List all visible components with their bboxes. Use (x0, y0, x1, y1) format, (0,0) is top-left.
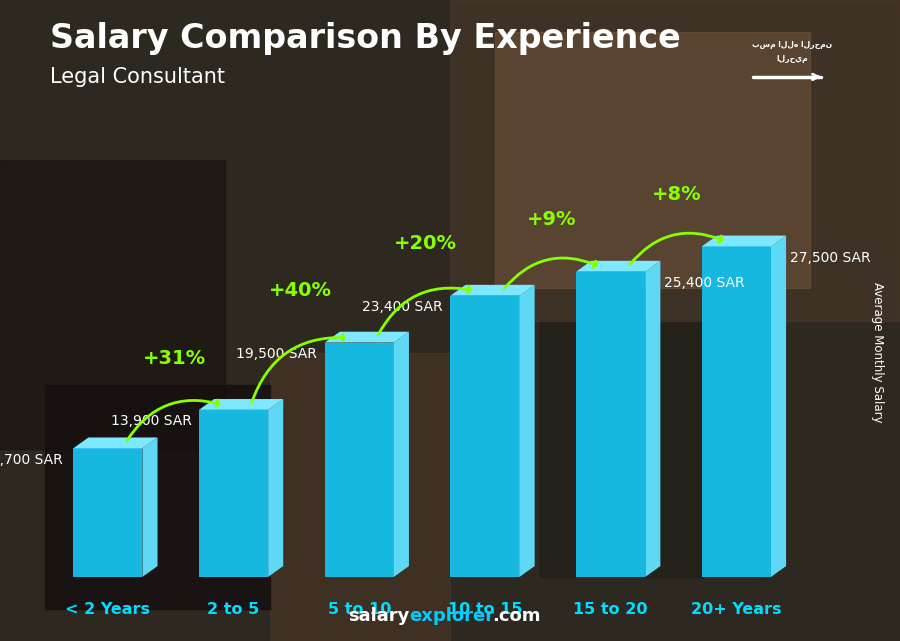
Bar (0, 160, 225, 449)
Text: 20+ Years: 20+ Years (691, 602, 782, 617)
Polygon shape (702, 235, 786, 246)
Text: +8%: +8% (652, 185, 702, 204)
Text: 10,700 SAR: 10,700 SAR (0, 453, 63, 467)
Polygon shape (450, 296, 519, 577)
Bar (450, 0, 900, 320)
Bar (495, 32, 810, 288)
Text: +9%: +9% (526, 210, 576, 229)
Polygon shape (199, 399, 284, 410)
Text: salary: salary (348, 607, 410, 625)
Text: 25,400 SAR: 25,400 SAR (664, 276, 745, 290)
Text: 27,500 SAR: 27,500 SAR (790, 251, 870, 265)
Polygon shape (325, 332, 409, 342)
Polygon shape (576, 261, 661, 272)
Bar (270, 353, 450, 641)
Text: 13,900 SAR: 13,900 SAR (111, 414, 192, 428)
Text: Legal Consultant: Legal Consultant (50, 67, 224, 87)
Polygon shape (450, 285, 535, 296)
Polygon shape (268, 399, 284, 577)
Text: 23,400 SAR: 23,400 SAR (363, 300, 443, 314)
Text: Average Monthly Salary: Average Monthly Salary (871, 282, 884, 423)
Text: explorer: explorer (410, 607, 495, 625)
Polygon shape (199, 410, 268, 577)
Polygon shape (142, 437, 157, 577)
Text: الرحيم: الرحيم (777, 54, 808, 63)
Polygon shape (73, 448, 142, 577)
Text: بسم الله الرحمن: بسم الله الرحمن (752, 40, 832, 49)
Polygon shape (771, 235, 786, 577)
Text: 2 to 5: 2 to 5 (207, 602, 260, 617)
Text: 10 to 15: 10 to 15 (448, 602, 522, 617)
Text: Salary Comparison By Experience: Salary Comparison By Experience (50, 22, 680, 55)
Text: < 2 Years: < 2 Years (66, 602, 150, 617)
Polygon shape (519, 285, 535, 577)
Bar (540, 320, 765, 577)
Text: 5 to 10: 5 to 10 (328, 602, 391, 617)
Bar (45, 385, 270, 609)
Polygon shape (325, 342, 394, 577)
Text: 15 to 20: 15 to 20 (573, 602, 648, 617)
Polygon shape (702, 246, 771, 577)
Text: +40%: +40% (268, 281, 331, 300)
Text: 19,500 SAR: 19,500 SAR (237, 347, 317, 361)
Polygon shape (645, 261, 661, 577)
Text: +20%: +20% (394, 235, 457, 253)
Polygon shape (394, 332, 409, 577)
Text: .com: .com (492, 607, 541, 625)
Polygon shape (73, 437, 158, 448)
Text: +31%: +31% (142, 349, 206, 367)
Polygon shape (576, 272, 645, 577)
